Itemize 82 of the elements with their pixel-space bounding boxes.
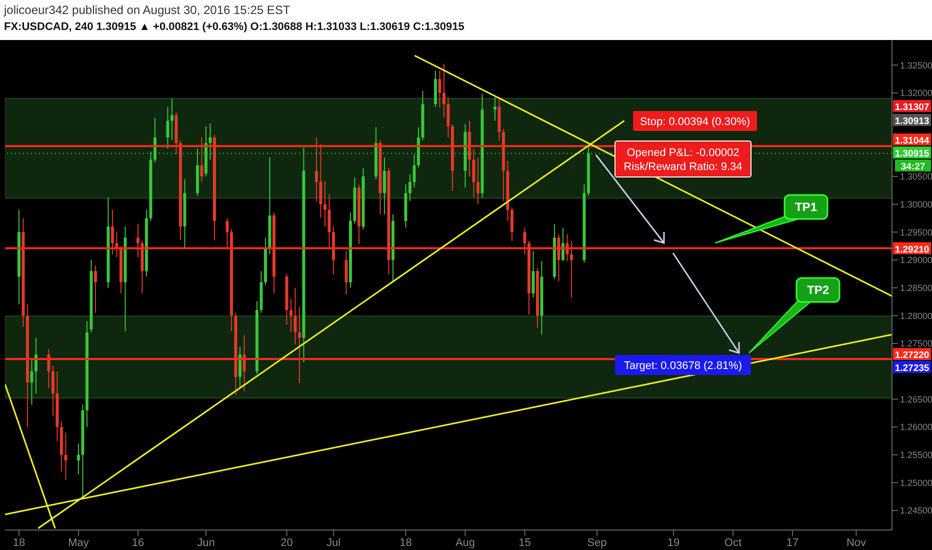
candlestick	[226, 218, 229, 250]
x-tick-label: 17	[786, 536, 799, 549]
candlestick	[382, 156, 386, 215]
annotation: Risk/Reward Ratio: 9.34	[624, 161, 742, 173]
x-tick-label: Jul	[326, 536, 341, 549]
y-tick-label: 1.25000	[900, 478, 932, 488]
x-tick-label: 15	[518, 536, 531, 549]
candlestick	[238, 346, 242, 389]
text: 1.30913	[894, 116, 930, 127]
y-tick-label: 1.27500	[900, 338, 932, 349]
candlestick	[314, 136, 318, 202]
y-tick-label: 1.24500	[900, 506, 932, 516]
text: 1.31307	[894, 102, 930, 113]
x-tick-label: 18	[12, 536, 26, 549]
x-tick-label: Aug	[455, 536, 476, 549]
annotation: TP2	[806, 283, 830, 297]
y-tick-label: 1.30500	[900, 172, 932, 182]
candlestick	[493, 96, 496, 122]
x-tick-label: Oct	[724, 536, 742, 549]
candlestick	[510, 207, 514, 242]
candlestick	[438, 70, 442, 108]
candlestick	[170, 98, 174, 141]
x-tick-label: 18	[400, 536, 412, 549]
candlestick	[200, 136, 204, 182]
candlestick	[408, 174, 412, 202]
x-tick-label: 19	[667, 536, 680, 549]
candlestick	[446, 96, 450, 138]
candlestick	[532, 250, 535, 298]
x-tick-label: 20	[280, 536, 293, 549]
candlestick	[289, 298, 292, 333]
y-tick-label: 1.30000	[900, 199, 932, 210]
candlestick	[34, 337, 38, 394]
candlestick	[319, 144, 322, 218]
y-tick-label: 1.26500	[900, 394, 932, 404]
candlestick	[136, 223, 140, 258]
y-tick-label: 1.29000	[900, 255, 932, 266]
candlestick	[472, 148, 476, 198]
text: 1.27235	[894, 363, 930, 374]
candlestick	[166, 106, 170, 150]
candlestick	[323, 180, 326, 228]
candlestick	[47, 348, 50, 389]
candlestick	[442, 63, 446, 118]
candlestick	[412, 154, 416, 188]
candlestick	[570, 240, 573, 298]
candlestick	[110, 209, 114, 255]
y-tick-label: 1.32500	[900, 60, 932, 70]
candlestick	[557, 234, 560, 282]
x-tick-label: 16	[132, 536, 144, 549]
x-tick-label: Nov	[846, 536, 867, 549]
candlestick	[523, 227, 526, 255]
ref-line-label: 1.27220	[894, 350, 930, 362]
ref-line-label: 1.31044	[894, 135, 930, 146]
y-tick-label: 1.32000	[900, 88, 932, 98]
candlestick	[561, 227, 564, 262]
chart-title: jolicoeur342 published on August 30, 2016 15:25 EST	[4, 2, 292, 19]
x-tick-label: Sep	[587, 536, 607, 549]
candlestick	[51, 365, 54, 416]
y-tick-label: 1.28500	[900, 282, 932, 293]
text: 34:27	[900, 161, 926, 172]
y-tick-label: 1.29500	[900, 227, 932, 238]
annotation: Opened P&L: -0.00002	[626, 147, 740, 159]
annotation: Stop: 0.00394 (0.30%)	[640, 116, 750, 128]
y-tick-label: 1.26000	[900, 422, 932, 432]
ref-line-label: 1.30915	[894, 148, 930, 160]
candlestick	[30, 360, 34, 406]
y-tick-label: 1.25500	[900, 450, 932, 460]
x-tick-label: May	[68, 536, 90, 549]
annotation: TP1	[794, 200, 818, 214]
annotation: Target: 0.03678 (2.81%)	[624, 360, 742, 372]
candlestick	[94, 265, 97, 314]
chart-subtitle: FX:USDCAD, 240 1.30915 ▲ +0.00821 (+0.63%) O:1.30688 H:1.31033 L:1.30619 C:1.30915	[4, 20, 466, 35]
x-tick-label: Jun	[197, 536, 215, 549]
candlestick	[298, 306, 301, 384]
candlestick	[242, 334, 246, 392]
candlestick	[328, 194, 331, 248]
candlestick	[294, 287, 297, 346]
candlestick	[76, 443, 80, 475]
candlestick	[476, 156, 480, 205]
ref-line-label: 1.29210	[894, 244, 930, 256]
candlestick	[64, 432, 68, 480]
y-tick-label: 1.28000	[900, 310, 932, 321]
candlestick	[344, 250, 348, 295]
